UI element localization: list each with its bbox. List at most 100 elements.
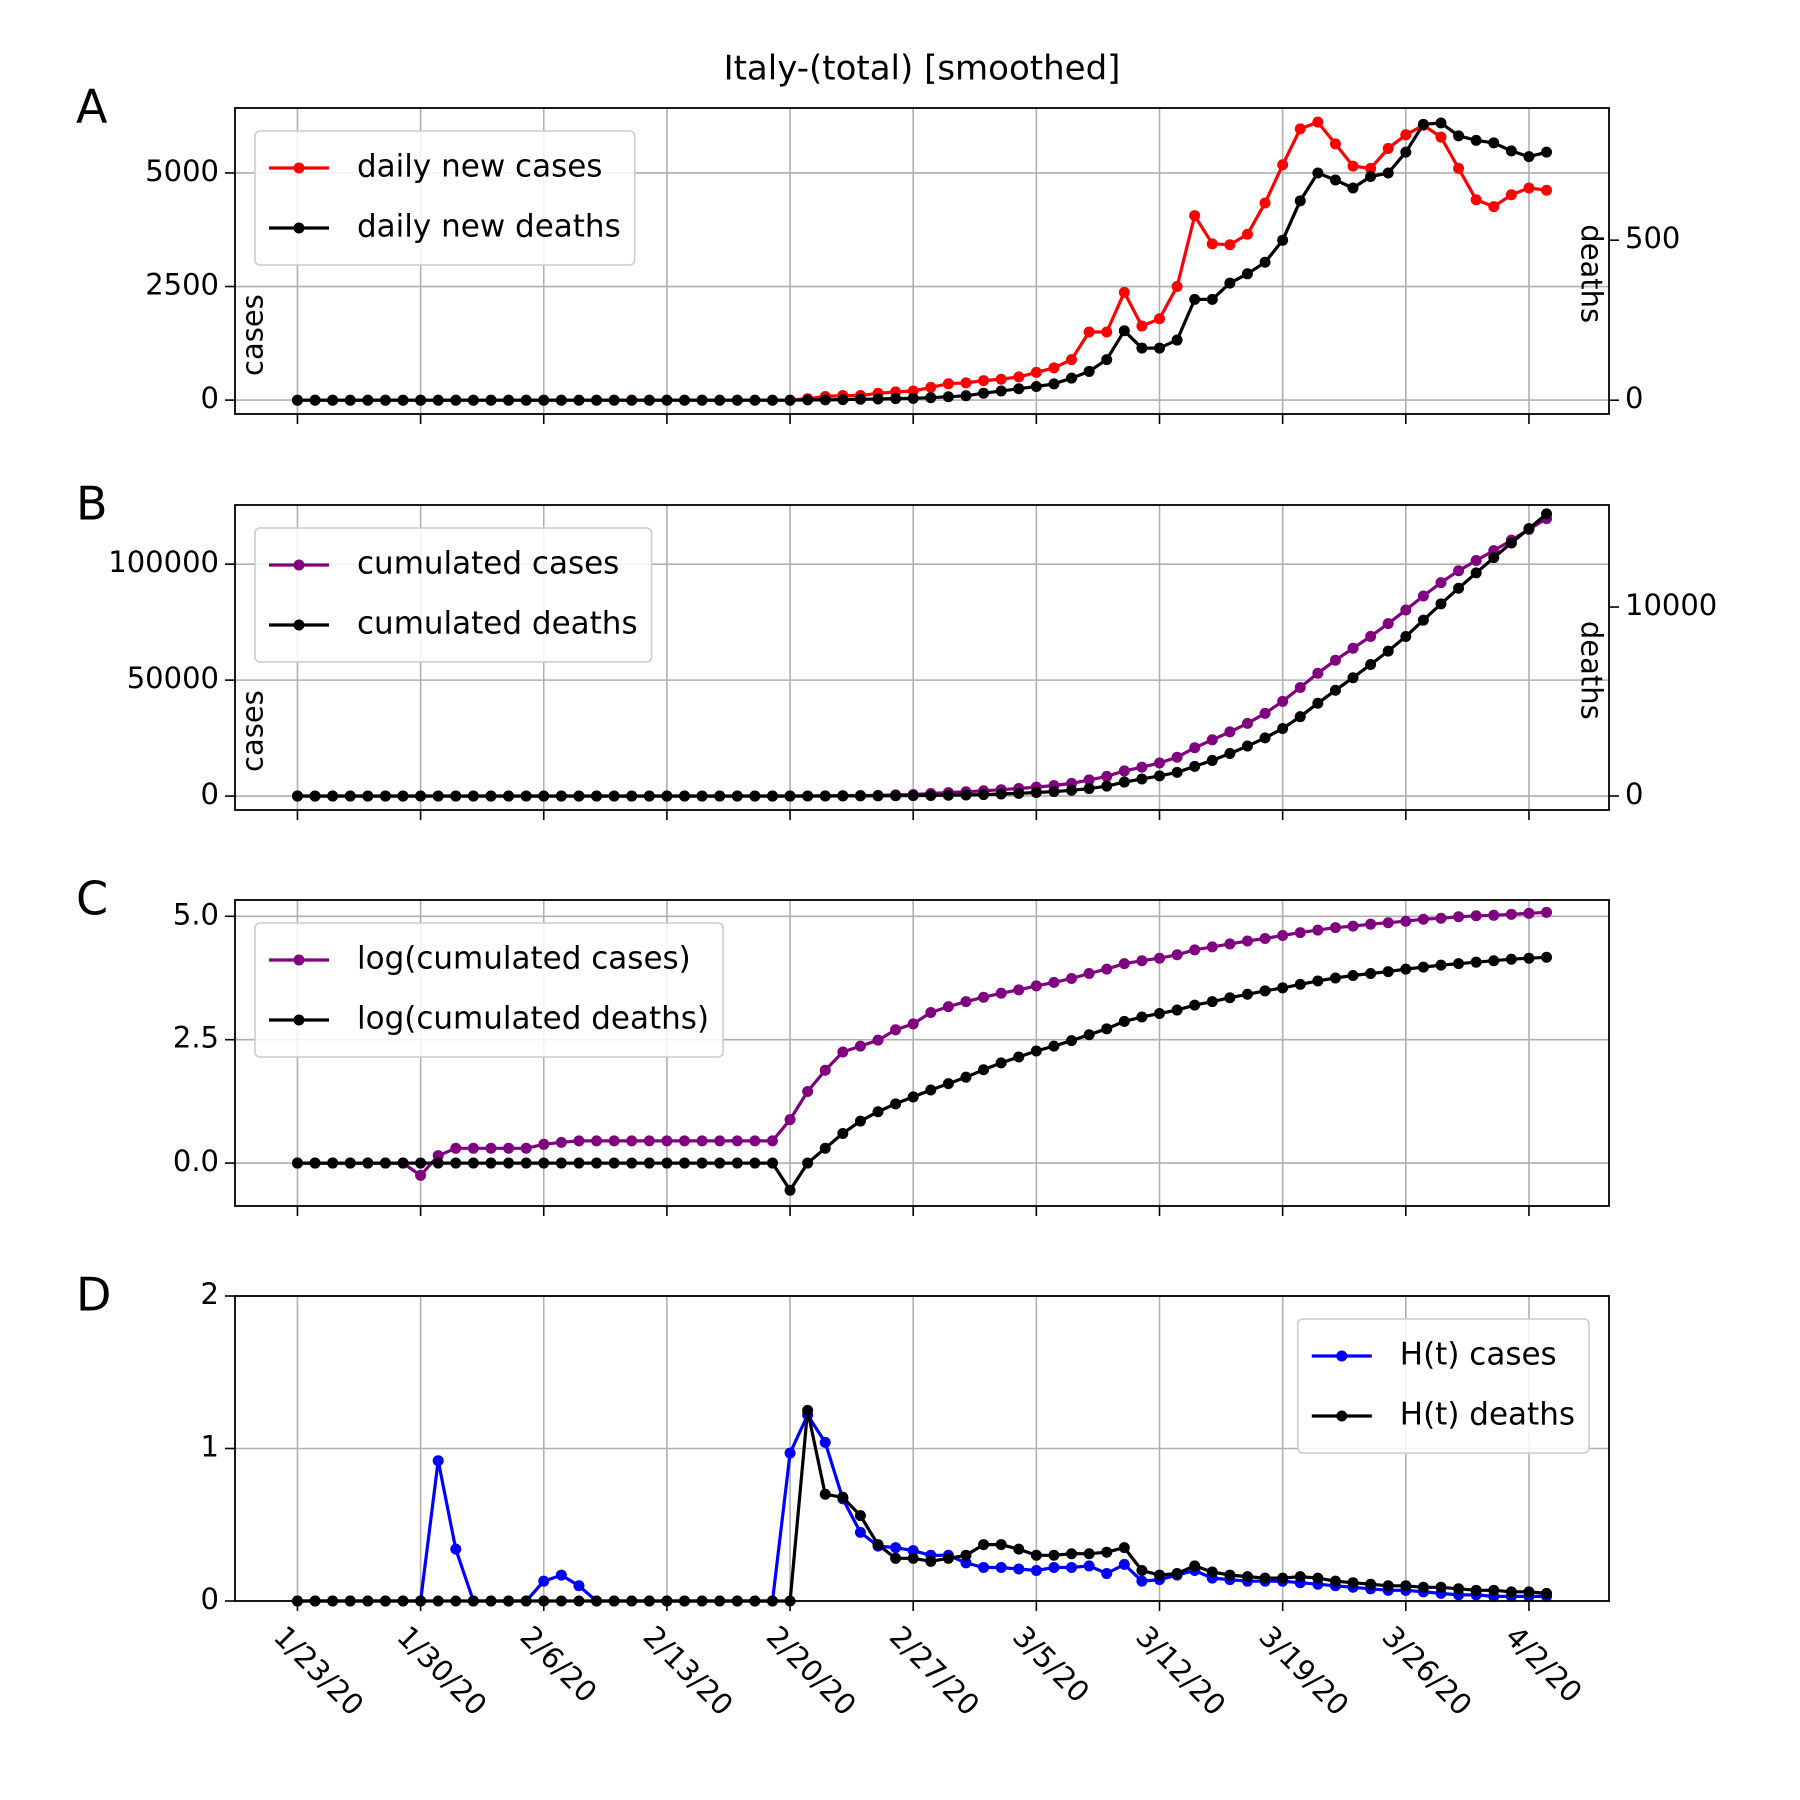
legend-label: H(t) deaths — [1400, 1397, 1575, 1433]
legend-marker — [293, 1014, 305, 1026]
data-point — [1259, 197, 1271, 209]
data-point — [1488, 909, 1500, 921]
data-point — [1505, 908, 1517, 920]
y-tick-label: 2 — [201, 1277, 219, 1311]
data-point — [1453, 565, 1465, 577]
data-point — [1224, 1569, 1236, 1581]
data-point — [1400, 146, 1412, 158]
data-point — [1400, 604, 1412, 616]
data-point — [415, 394, 427, 406]
data-point — [819, 1142, 831, 1154]
data-point — [1277, 722, 1289, 734]
data-point — [819, 790, 831, 802]
legend-marker — [1336, 1410, 1348, 1422]
data-point — [1453, 582, 1465, 594]
data-point — [1118, 765, 1130, 777]
legend-marker — [293, 619, 305, 631]
data-point — [344, 790, 356, 802]
data-point — [995, 1561, 1007, 1573]
data-point — [1382, 142, 1394, 154]
data-point — [1312, 924, 1324, 936]
data-point — [1136, 342, 1148, 354]
data-point — [854, 1040, 866, 1052]
data-point — [309, 1157, 321, 1169]
data-point — [415, 1169, 427, 1181]
data-point — [1101, 770, 1113, 782]
data-point — [538, 1157, 550, 1169]
data-point — [591, 394, 603, 406]
data-point — [1224, 992, 1236, 1004]
data-point — [573, 1157, 585, 1169]
data-point — [1030, 787, 1042, 799]
data-point — [1154, 1008, 1166, 1020]
data-point — [573, 1580, 585, 1592]
data-point — [1154, 313, 1166, 325]
data-point — [960, 377, 972, 389]
data-point — [573, 790, 585, 802]
data-point — [854, 1526, 866, 1538]
data-point — [1101, 354, 1113, 366]
data-point — [1400, 915, 1412, 927]
data-point — [819, 394, 831, 406]
data-point — [1118, 1015, 1130, 1027]
data-point — [291, 394, 303, 406]
data-point — [450, 394, 462, 406]
data-point — [1030, 1045, 1042, 1057]
data-point — [1189, 293, 1201, 305]
data-point — [1118, 776, 1130, 788]
data-point — [626, 394, 638, 406]
data-point — [661, 1135, 673, 1147]
data-point — [1347, 160, 1359, 172]
data-point — [1365, 630, 1377, 642]
data-point — [960, 1557, 972, 1569]
data-point — [1435, 131, 1447, 143]
data-point — [802, 1404, 814, 1416]
data-point — [802, 790, 814, 802]
data-point — [1277, 159, 1289, 171]
data-point — [1206, 941, 1218, 953]
data-point — [415, 790, 427, 802]
data-point — [1206, 1566, 1218, 1578]
legend: cumulated cases cumulated deaths — [254, 527, 653, 663]
data-point — [1101, 780, 1113, 792]
data-point — [784, 1184, 796, 1196]
data-point — [1541, 146, 1553, 158]
legend-marker — [1336, 1350, 1348, 1362]
data-point — [362, 394, 374, 406]
data-point — [1382, 1580, 1394, 1592]
data-point — [362, 790, 374, 802]
data-point — [890, 1542, 902, 1554]
data-point — [1417, 1581, 1429, 1593]
data-point — [1189, 760, 1201, 772]
data-point — [819, 1436, 831, 1448]
data-point — [1118, 325, 1130, 337]
data-point — [749, 1157, 761, 1169]
data-point — [942, 378, 954, 390]
data-point — [1400, 129, 1412, 141]
data-point — [1171, 1568, 1183, 1580]
y-tick-label: 5.0 — [173, 897, 219, 931]
data-point — [1154, 1569, 1166, 1581]
data-point — [1347, 182, 1359, 194]
y-tick-label: 2500 — [145, 268, 219, 302]
data-point — [1312, 1572, 1324, 1584]
data-point — [1083, 326, 1095, 338]
data-point — [766, 790, 778, 802]
data-point — [696, 1157, 708, 1169]
data-point — [467, 394, 479, 406]
data-point — [1435, 577, 1447, 589]
data-point — [555, 790, 567, 802]
data-point — [784, 1447, 796, 1459]
data-point — [1066, 1548, 1078, 1560]
data-point — [608, 394, 620, 406]
data-point — [1488, 552, 1500, 564]
data-point — [890, 1098, 902, 1110]
data-point — [591, 790, 603, 802]
data-point — [1312, 116, 1324, 128]
data-point — [1048, 976, 1060, 988]
data-point — [1013, 984, 1025, 996]
data-point — [1066, 972, 1078, 984]
data-point — [1259, 985, 1271, 997]
data-point — [1312, 167, 1324, 179]
data-point — [890, 1024, 902, 1036]
